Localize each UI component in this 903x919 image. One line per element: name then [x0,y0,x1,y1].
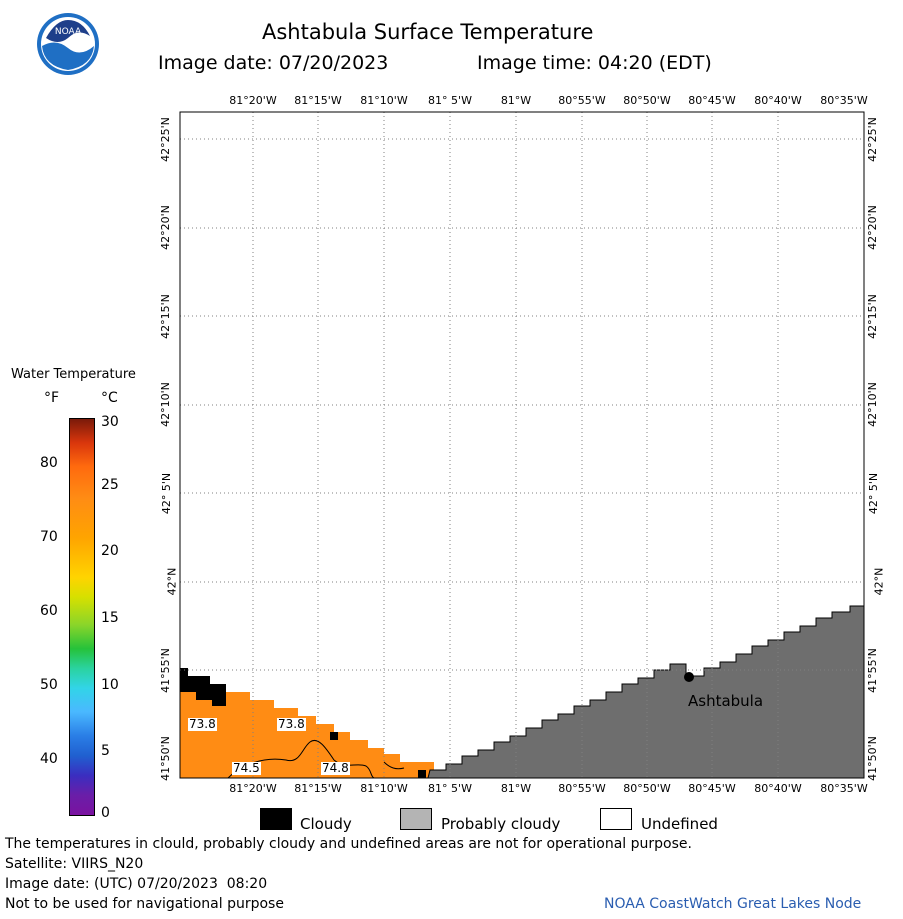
lon-label-bottom: 81°20'W [229,782,277,795]
credit-text: NOAA CoastWatch Great Lakes Node [604,896,862,912]
legend-f-tick: 80 [40,455,58,471]
undefined-label: Undefined [641,815,718,833]
lon-label-bottom: 80°35'W [820,782,868,795]
image-time: Image time: 04:20 (EDT) [477,52,712,74]
lon-label-top: 81°15'W [294,94,342,107]
cloud-speck [330,732,338,740]
legend-c-tick: 10 [101,677,119,693]
noaa-logo: NOAA [36,12,100,76]
legend-c-tick: 25 [101,477,119,493]
city-label: Ashtabula [688,692,764,710]
lon-label-bottom: 80°50'W [623,782,671,795]
lon-label-bottom: 80°55'W [558,782,606,795]
isotherm-line [227,740,375,779]
lon-label-top: 81° 5'W [428,94,472,107]
legend-c-tick: 0 [101,805,110,821]
color-scale-bar [69,418,95,816]
lon-label-top: 80°40'W [754,94,802,107]
legend-unit-c: °C [101,390,118,406]
noaa-logo-text: NOAA [55,27,82,37]
temp-label: 74.8 [321,761,350,775]
image-date: Image date: 07/20/2023 [158,52,389,74]
land-area [427,605,865,779]
probably-cloudy-swatch [400,808,432,830]
cloudy-label: Cloudy [300,815,352,833]
legend-f-tick: 60 [40,603,58,619]
lon-label-bottom: 81°15'W [294,782,342,795]
cloud-area [180,668,226,706]
temp-label: 73.8 [188,717,217,731]
legend-c-tick: 30 [101,414,119,430]
lon-label-bottom: 80°40'W [754,782,802,795]
probably-cloudy-label: Probably cloudy [441,815,561,833]
lon-label-top: 80°35'W [820,94,868,107]
legend-c-tick: 15 [101,610,119,626]
legend-unit-f: °F [44,390,60,406]
lon-label-top: 81°W [500,94,532,107]
lon-label-top: 80°55'W [558,94,606,107]
legend-f-tick: 70 [40,529,58,545]
noaa-logo-icon: NOAA [37,13,99,75]
cloudy-swatch [260,808,292,830]
temp-label: 73.8 [277,717,306,731]
satellite-text: Satellite: VIIRS_N20 [5,856,144,872]
city-marker [684,672,694,682]
lon-label-bottom: 81°W [500,782,532,795]
legend-c-tick: 20 [101,543,119,559]
legend-c-tick: 5 [101,743,110,759]
lon-label-top: 80°50'W [623,94,671,107]
legend-f-tick: 50 [40,677,58,693]
page-title: Ashtabula Surface Temperature [262,20,594,44]
lon-label-top: 81°20'W [229,94,277,107]
map-frame [179,111,865,779]
temp-label: 74.5 [232,761,261,775]
lon-label-bottom: 80°45'W [688,782,736,795]
disclaimer-text: The temperatures in clould, probably clo… [5,836,692,852]
lon-label-bottom: 81° 5'W [428,782,472,795]
isotherm-line [383,761,405,770]
legend-title: Water Temperature [11,367,136,382]
legend-f-tick: 40 [40,751,58,767]
water-area [180,668,434,778]
map-grid [180,112,864,778]
cloud-speck [418,770,426,778]
lon-label-bottom: 81°10'W [360,782,408,795]
lon-label-top: 80°45'W [688,94,736,107]
undefined-swatch [600,808,632,830]
lon-label-top: 81°10'W [360,94,408,107]
utc-date-text: Image date: (UTC) 07/20/2023 08:20 [5,876,268,892]
nav-warning-text: Not to be used for navigational purpose [5,896,284,912]
